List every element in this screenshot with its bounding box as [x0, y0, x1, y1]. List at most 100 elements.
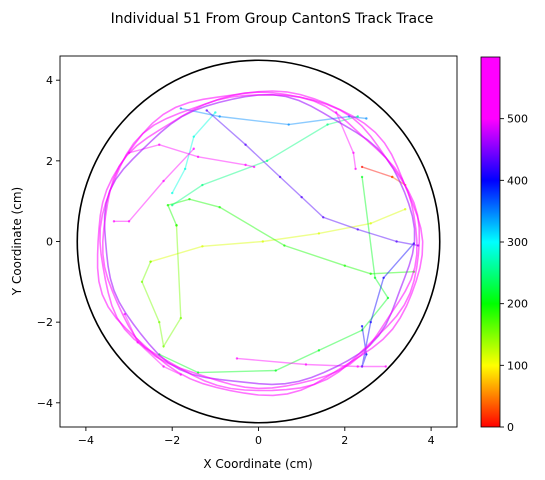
- trace-segment-12: [113, 148, 195, 223]
- trace-point: [395, 240, 398, 243]
- plot-area: [59, 55, 458, 428]
- trace-segment-14: [236, 357, 386, 368]
- colorbar: 0 100 200 300 400 500: [480, 56, 528, 434]
- x-axis-label: X Coordinate (cm): [203, 457, 312, 471]
- trace-segment-2: [150, 208, 406, 263]
- trace-point: [360, 324, 364, 328]
- y-tick-label: 4: [46, 74, 53, 87]
- trace-point: [140, 280, 144, 284]
- trace-point: [170, 204, 174, 207]
- trace-point: [404, 208, 407, 211]
- trace-point: [300, 195, 303, 199]
- trace-point: [218, 206, 221, 209]
- trace-point: [360, 165, 364, 169]
- trace-segment-7: [171, 112, 216, 194]
- colorbar-tick-label: 500: [507, 113, 528, 126]
- trace-point: [112, 220, 116, 223]
- trace-point: [384, 365, 387, 368]
- x-tick-label: −2: [164, 434, 180, 447]
- x-tick-label: 4: [428, 434, 435, 447]
- trace-point: [283, 244, 286, 247]
- trace-point: [175, 224, 178, 227]
- trace-point: [201, 245, 204, 248]
- colorbar-tick-label: 200: [507, 298, 528, 311]
- trace-point: [352, 151, 355, 154]
- trace-point: [317, 232, 321, 235]
- trace-segment-0: [361, 166, 393, 178]
- trace-point: [162, 345, 165, 348]
- trace-point: [356, 228, 359, 231]
- trace-point: [356, 365, 359, 368]
- trace-point: [179, 316, 183, 320]
- trace-point: [287, 123, 290, 126]
- trace-point: [391, 175, 394, 179]
- trace-point: [201, 183, 204, 187]
- trace-point: [188, 197, 191, 201]
- trace-point: [365, 353, 368, 356]
- trace-point: [149, 260, 152, 263]
- trace-point: [158, 143, 161, 146]
- y-tick-label: 2: [46, 155, 53, 168]
- y-axis: −4 −2 0 2 4: [37, 74, 60, 410]
- trace-point: [162, 179, 165, 183]
- y-axis-label: Y Coordinate (cm): [10, 187, 24, 296]
- trace-point: [343, 264, 347, 267]
- trace-point: [278, 175, 282, 179]
- perimeter-loop-1: [101, 93, 418, 390]
- x-axis: −4 −2 0 2 4: [78, 427, 435, 447]
- y-tick-label: 0: [46, 236, 53, 249]
- trace-point: [252, 165, 256, 169]
- colorbar-tick-label: 400: [507, 174, 528, 187]
- trace-point: [386, 296, 390, 300]
- trace-point: [365, 117, 368, 120]
- trace-segment-15: [124, 313, 182, 376]
- trace-point: [127, 220, 131, 223]
- trace-layer: [96, 90, 424, 397]
- trace-point: [214, 111, 217, 114]
- trace-point: [326, 123, 329, 126]
- trace-segment-4: [166, 198, 414, 275]
- trace-segment-5: [159, 176, 389, 374]
- trace-point: [179, 107, 183, 110]
- trace-point: [265, 159, 269, 163]
- trace-point: [369, 272, 372, 275]
- y-tick-label: −2: [37, 316, 53, 329]
- trace-segment-3: [141, 225, 182, 349]
- trace-point: [356, 115, 359, 118]
- trace-point: [192, 147, 195, 150]
- trace-point: [183, 167, 187, 171]
- colorbar-tick-label: 300: [507, 236, 528, 249]
- y-tick-label: −4: [37, 397, 53, 410]
- colorbar-ticks: 0 100 200 300 400 500: [500, 113, 528, 434]
- trace-point: [373, 276, 377, 279]
- trace-point: [244, 163, 247, 167]
- trace-point: [360, 175, 364, 179]
- x-tick-label: −4: [78, 434, 94, 447]
- perimeter-loop-0: [103, 93, 416, 386]
- trace-point: [354, 167, 357, 171]
- trace-point: [158, 320, 161, 324]
- arena-boundary: [76, 59, 441, 424]
- perimeter-loop-3: [96, 90, 424, 397]
- trace-point: [166, 204, 170, 207]
- trace-point: [218, 115, 221, 118]
- trace-point: [261, 240, 265, 243]
- trace-point: [192, 135, 195, 138]
- colorbar-tick-label: 0: [507, 421, 514, 434]
- colorbar-gradient: [480, 56, 501, 428]
- trace-point: [274, 369, 277, 372]
- trace-point: [205, 109, 208, 112]
- colorbar-tick-label: 100: [507, 359, 528, 372]
- trace-point: [244, 143, 247, 146]
- x-tick-label: 0: [255, 434, 262, 447]
- trace-segment-10: [206, 109, 419, 247]
- trace-point: [235, 357, 239, 360]
- trace-point: [304, 363, 308, 366]
- chart-title: Individual 51 From Group CantonS Track T…: [111, 11, 434, 27]
- trace-point: [382, 276, 385, 279]
- trace-point: [369, 222, 372, 225]
- trace-point: [369, 320, 372, 324]
- trace-point: [196, 155, 200, 159]
- trace-point: [360, 365, 364, 368]
